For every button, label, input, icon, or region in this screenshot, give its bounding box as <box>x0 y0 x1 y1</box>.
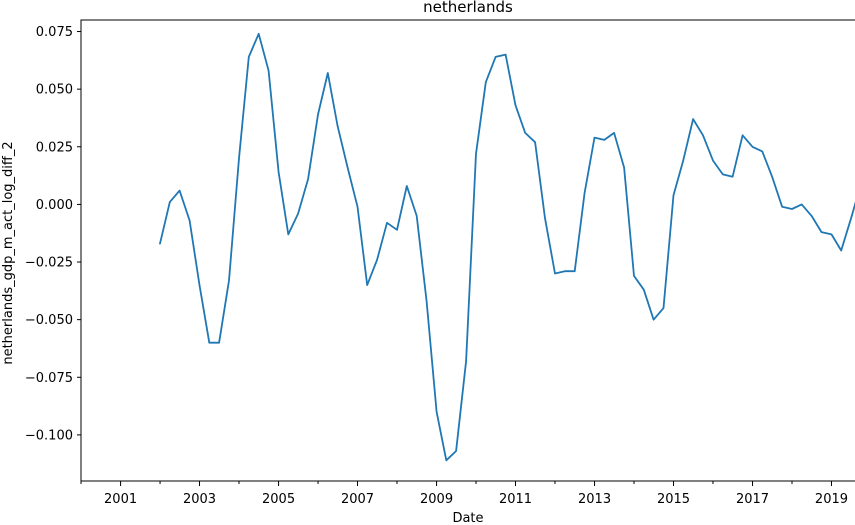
y-tick-label: 0.075 <box>36 25 73 40</box>
x-tick-label: 2011 <box>499 492 532 507</box>
x-tick-label: 2005 <box>262 492 295 507</box>
chart-title: netherlands <box>423 0 513 16</box>
x-tick-label: 2017 <box>736 492 769 507</box>
y-tick-label: −0.025 <box>25 256 73 271</box>
x-axis-title: Date <box>452 511 483 525</box>
x-tick-label: 2001 <box>104 492 137 507</box>
y-tick-label: −0.100 <box>25 428 73 443</box>
y-tick-label: 0.025 <box>36 140 73 155</box>
x-tick-label: 2019 <box>815 492 848 507</box>
y-tick-label: 0.050 <box>36 83 73 98</box>
x-tick-label: 2009 <box>420 492 453 507</box>
x-tick-label: 2007 <box>341 492 374 507</box>
y-tick-label: 0.000 <box>36 198 73 213</box>
series-line <box>159 32 855 462</box>
y-axis-title: netherlands_gdp_m_act_log_diff_2 <box>1 141 16 364</box>
y-tick-label: −0.075 <box>25 371 73 386</box>
x-tick-label: 2013 <box>578 492 611 507</box>
tick-layer: 0.075 0.050 0.025 0.000 −0.025 −0.050 −0.075 −0… <box>25 25 848 507</box>
plot-frame <box>80 19 855 482</box>
y-tick-label: −0.050 <box>25 313 73 328</box>
x-tick-label: 2015 <box>657 492 690 507</box>
series-layer <box>159 32 855 462</box>
x-tick-label: 2003 <box>183 492 216 507</box>
